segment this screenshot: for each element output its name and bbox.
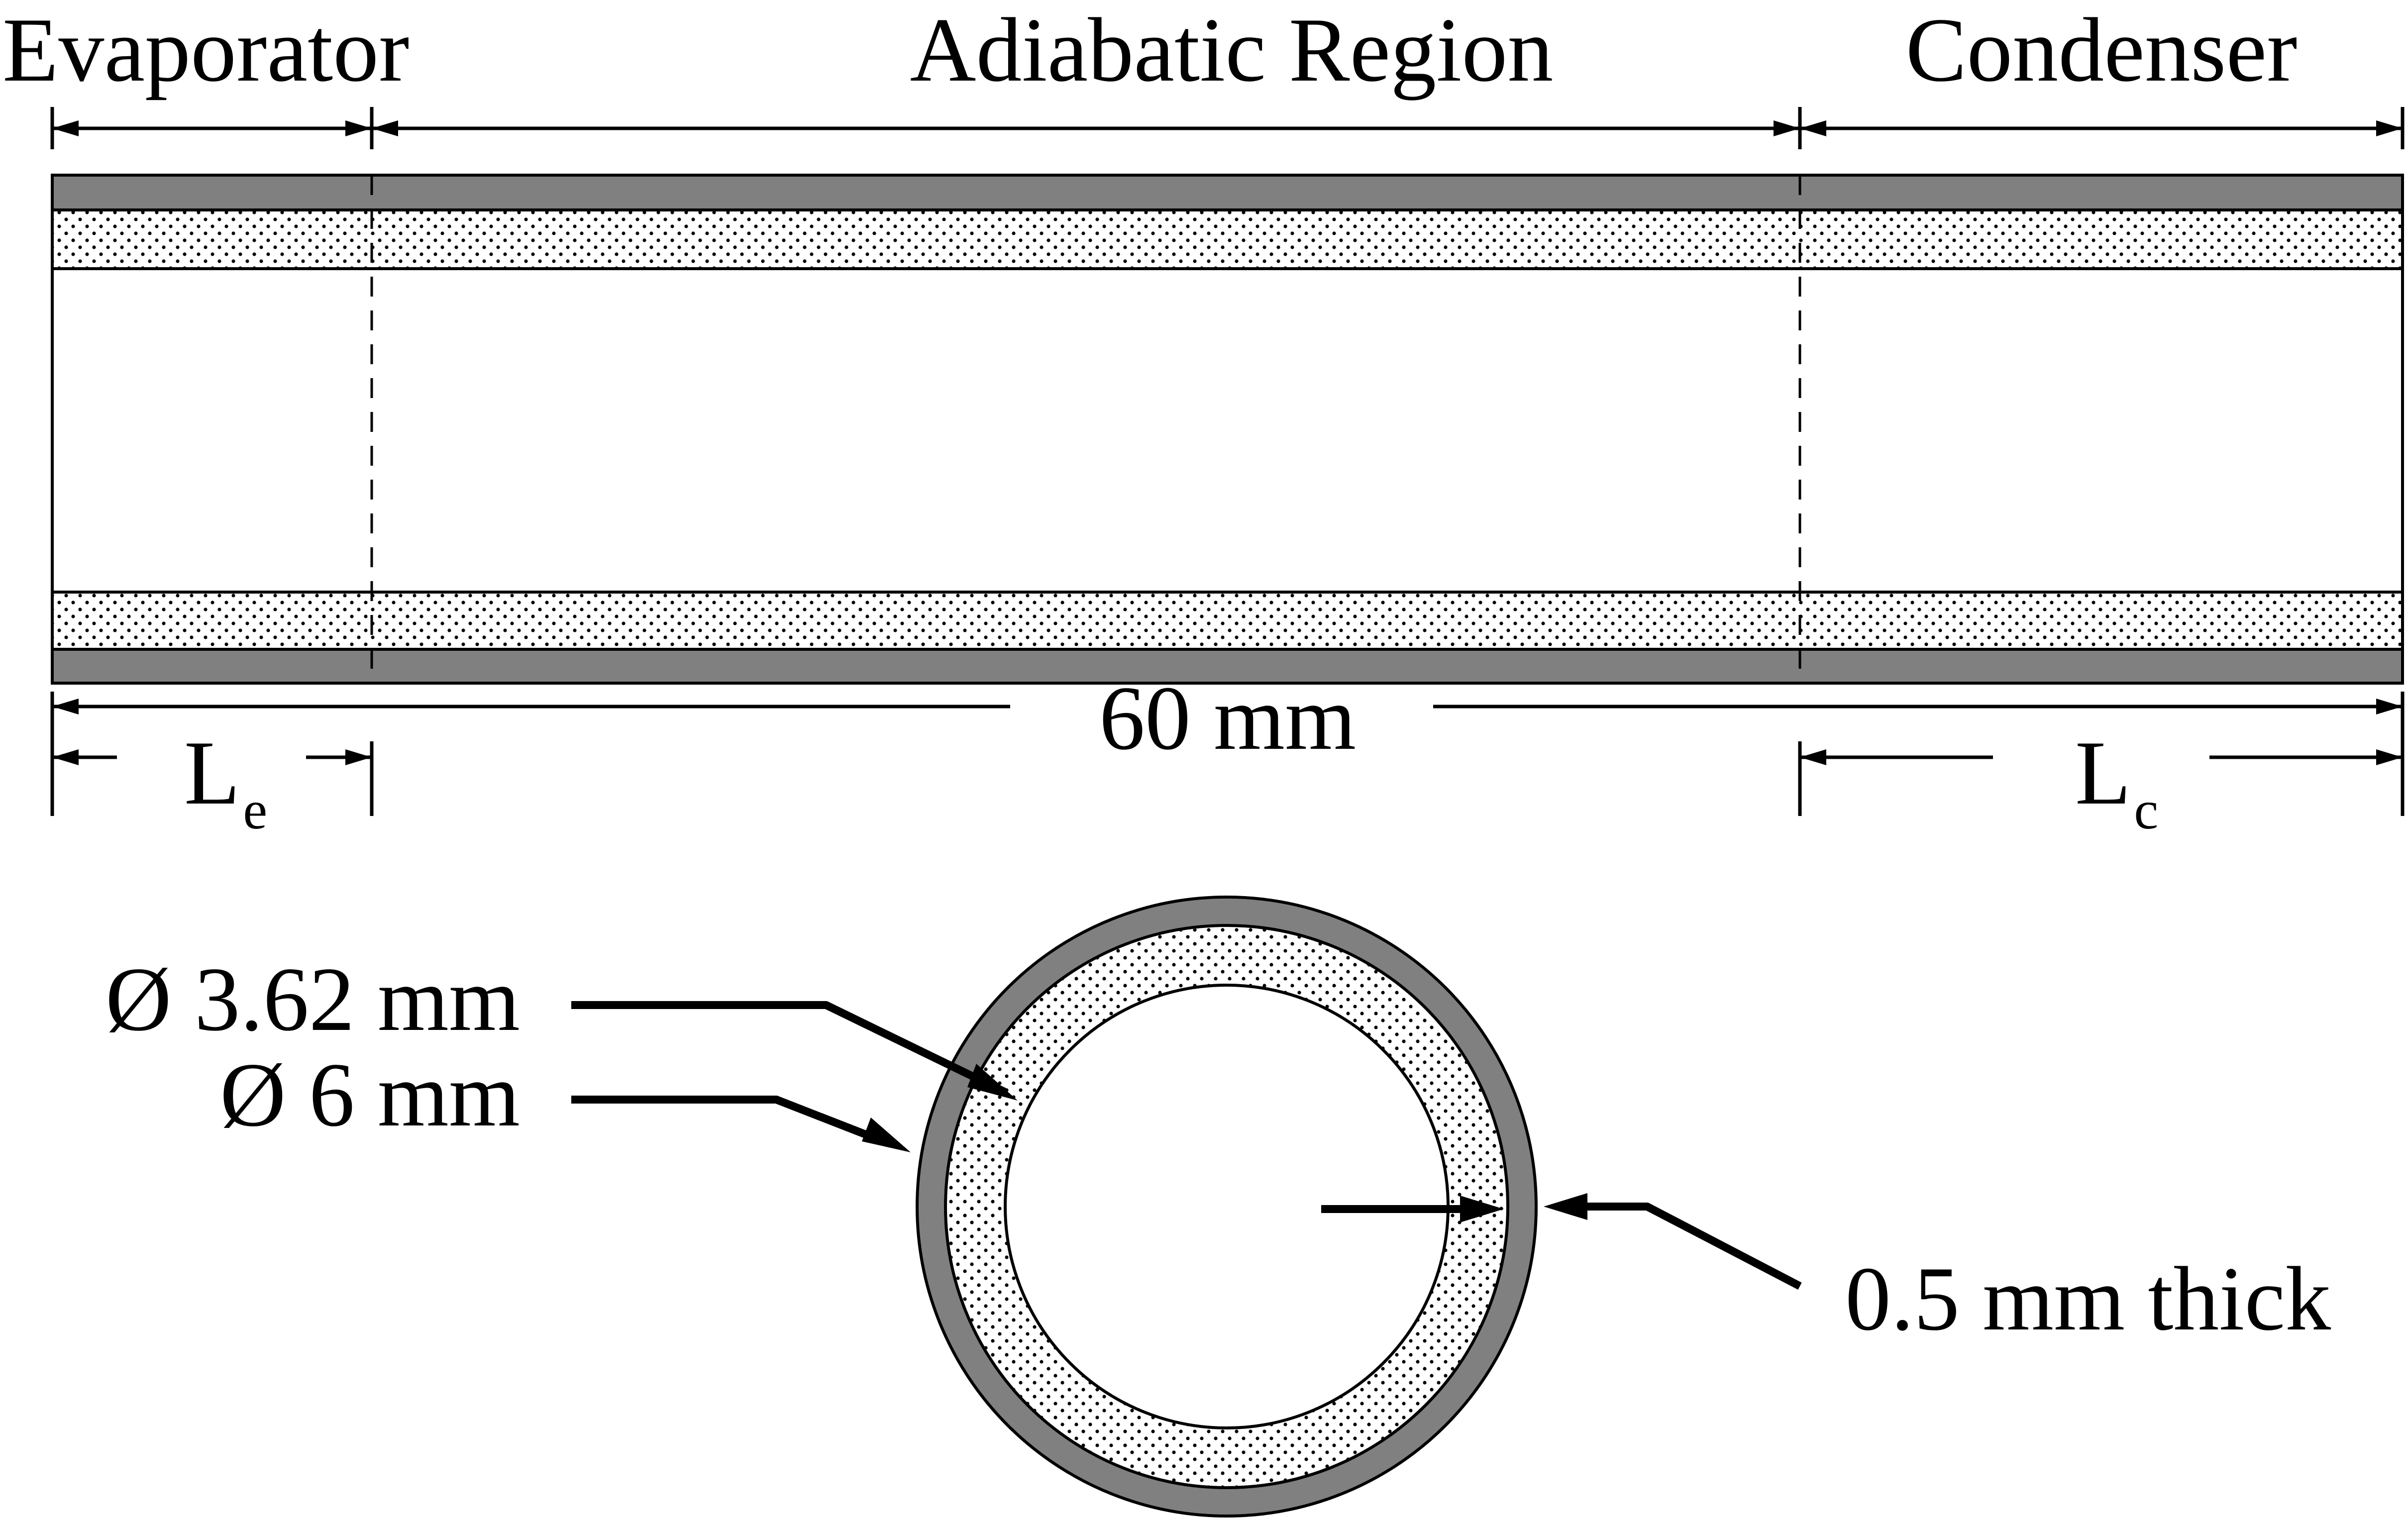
condenser-label: Condenser <box>1906 0 2298 101</box>
vapor-core <box>51 267 2404 594</box>
evaporator-length-symbol: L <box>184 722 240 823</box>
evaporator-length-label: Le <box>184 722 267 840</box>
pipe-wall-bottom <box>51 648 2404 685</box>
cross-section-arrowheads <box>862 1064 1587 1222</box>
wall-thickness-label: 0.5 mm thick <box>1845 1248 2331 1349</box>
inner-diameter-label: Ø 3.62 mm <box>105 948 520 1050</box>
section-dimension-arrows <box>50 107 2405 149</box>
condenser-length-subscript: c <box>2134 780 2158 840</box>
condenser-length-symbol: L <box>2075 722 2131 823</box>
evaporator-label: Evaporator <box>2 0 409 101</box>
evaporator-length-subscript: e <box>243 780 267 840</box>
pipe-wall-top <box>51 174 2404 211</box>
cross-section-leaders <box>571 1001 1802 1290</box>
adiabatic-region-label: Adiabatic Region <box>910 0 1554 101</box>
outer-diameter-label: Ø 6 mm <box>220 1044 520 1145</box>
length-dimension-lines <box>50 692 2405 816</box>
condenser-length-label: Lc <box>2075 722 2158 840</box>
pipe-longitudinal-section <box>51 174 2404 685</box>
pipe-cross-section <box>916 896 1538 1518</box>
total-length-label: 60 mm <box>1099 667 1356 769</box>
